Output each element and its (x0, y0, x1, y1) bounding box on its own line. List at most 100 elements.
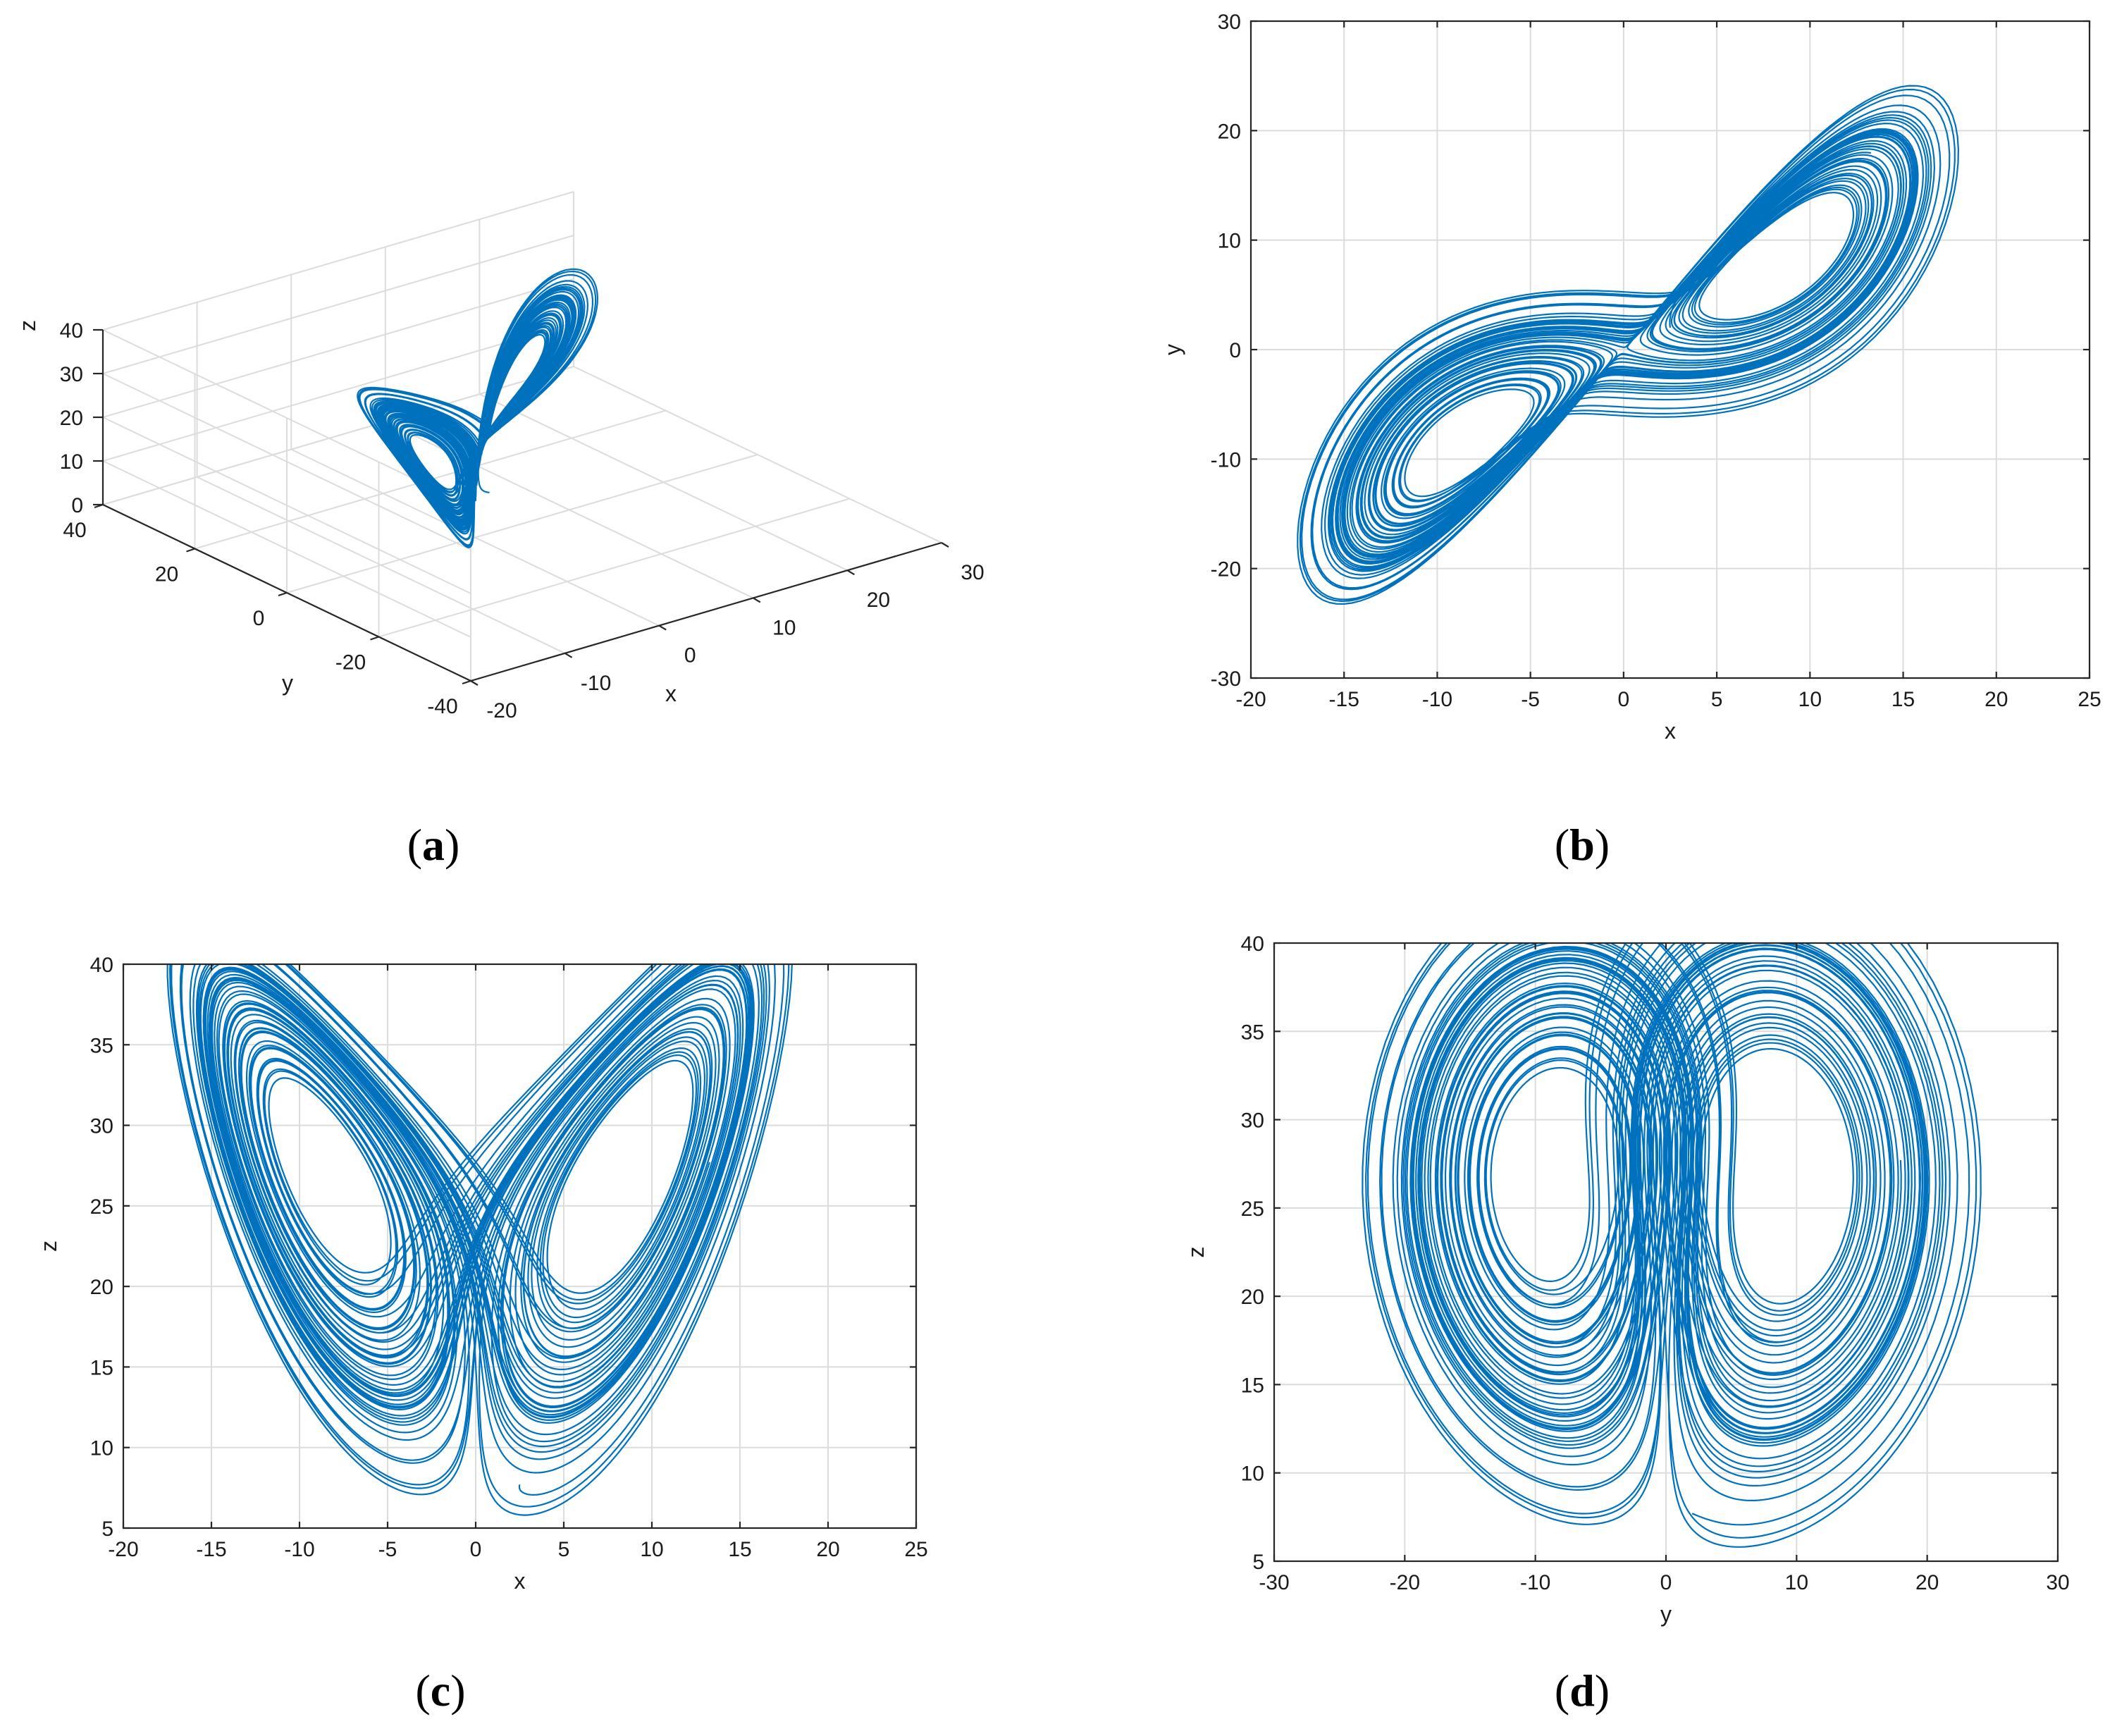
x-axis-label: y (1660, 1601, 1672, 1627)
x-tick-mark (846, 570, 855, 576)
caption-a: (a) (407, 820, 460, 870)
x-tick-label: -20 (486, 699, 517, 722)
x-tick-label: 5 (1711, 688, 1723, 711)
wall-grid-z (102, 373, 471, 550)
y-tick-mark (462, 679, 471, 685)
x-axis-label: x (514, 1568, 526, 1594)
y-tick-label: 5 (1252, 1551, 1264, 1574)
caption-b-letter: b (1569, 820, 1595, 870)
x-tick-label: 20 (867, 589, 890, 612)
y-tick-label: 30 (90, 1115, 113, 1138)
x-tick-label: 0 (684, 644, 696, 667)
x-tick-label: 15 (1891, 688, 1915, 711)
trajectory-line (166, 964, 793, 1516)
x-tick-label: 0 (1618, 688, 1630, 711)
x-tick-label: 10 (772, 616, 796, 639)
x-tick-label: 30 (961, 561, 984, 584)
x-tick-label: -10 (1520, 1571, 1550, 1594)
z-axis-label: z (15, 320, 40, 331)
y-tick-label: 25 (90, 1195, 113, 1219)
x-tick-label: -15 (196, 1538, 226, 1561)
y-tick-label: 20 (90, 1276, 113, 1299)
wall-grid-z (102, 191, 574, 331)
y-tick-label: 15 (1241, 1374, 1264, 1397)
x-tick-mark (753, 597, 761, 603)
y-tick-label: 5 (101, 1518, 113, 1541)
x-tick-label: 30 (2046, 1571, 2069, 1594)
caption-c: (c) (415, 1666, 465, 1716)
x-tick-label: -20 (1390, 1571, 1420, 1594)
y-tick-label: 10 (1218, 230, 1241, 253)
trajectory-line (1362, 943, 1982, 1548)
y-tick-label: 40 (1241, 932, 1264, 956)
y-tick-label: -10 (1211, 448, 1241, 472)
x-tick-label: 25 (904, 1538, 927, 1561)
y-tick-label: 30 (1241, 1109, 1264, 1133)
floor-grid-y (286, 454, 758, 593)
y-axis-label: z (1183, 1247, 1209, 1258)
y-tick-label: 20 (1218, 120, 1241, 143)
panel-d-yz-plot: -30 -20 -10 0 10 20 30 5 10 15 20 25 30 35 40 y z (1183, 932, 2070, 1627)
x-tick-label: 0 (470, 1538, 482, 1561)
x-tick-label: 20 (1985, 688, 2008, 711)
x-tick-label: 0 (1660, 1571, 1672, 1594)
y-tick-label: 15 (90, 1356, 113, 1379)
y-axis-label: y (1160, 344, 1185, 355)
x-tick-mark (941, 542, 949, 548)
y-tick-label: 35 (90, 1034, 113, 1057)
floor-grid-y (378, 498, 850, 638)
axes-frame (122, 963, 918, 1529)
x-tick-label: 15 (728, 1538, 751, 1561)
y-tick-label: -40 (427, 695, 457, 718)
x-tick-label: -20 (1235, 688, 1266, 711)
x-tick-label: -15 (1329, 688, 1359, 711)
wall-grid-z (102, 366, 574, 505)
y-tick-label: 40 (63, 519, 86, 542)
z-tick-label: 10 (60, 450, 83, 474)
x-axis-line (470, 541, 942, 682)
x-tick-label: 10 (1798, 688, 1822, 711)
x-tick-label: 5 (558, 1538, 570, 1561)
x-tick-label: 20 (816, 1538, 839, 1561)
wall-grid-z (102, 322, 574, 462)
wall-grid-z (102, 329, 471, 507)
panel-c-xz-plot: -20 -15 -10 -5 0 5 10 15 20 25 5 10 15 20 25 30 35 40 x z (36, 954, 928, 1594)
x-tick-label: -5 (378, 1538, 397, 1561)
y-tick-label: 20 (155, 563, 178, 586)
z-tick-label: 20 (60, 407, 83, 430)
x-tick-label: -10 (581, 672, 611, 695)
x-tick-label: -10 (284, 1538, 314, 1561)
x-tick-label: 25 (2078, 688, 2101, 711)
x-tick-mark (564, 652, 573, 658)
wall-grid-z (102, 278, 574, 418)
y-tick-label: 0 (1229, 339, 1241, 362)
y-tick-mark (278, 591, 288, 597)
z-tick-label: 30 (60, 363, 83, 386)
caption-c-letter: c (431, 1666, 450, 1716)
caption-a-letter: a (422, 820, 445, 870)
y-tick-mark (370, 636, 379, 641)
caption-d: (d) (1555, 1666, 1610, 1716)
wall-grid-z (102, 460, 471, 638)
y-axis-label: y (282, 670, 293, 696)
x-tick-mark (658, 624, 667, 631)
x-tick-label: 20 (1915, 1571, 1939, 1594)
x-tick-mark (470, 680, 479, 686)
z-tick-label: 0 (71, 494, 83, 517)
x-tick-label: -30 (1259, 1571, 1289, 1594)
caption-b: (b) (1555, 820, 1610, 870)
y-tick-label: -30 (1211, 667, 1241, 691)
x-axis-label: x (665, 681, 677, 706)
y-axis-label: z (36, 1241, 61, 1252)
x-tick-label: -20 (108, 1538, 138, 1561)
y-tick-label: 10 (90, 1437, 113, 1460)
y-tick-label: 10 (1241, 1463, 1264, 1486)
y-tick-label: 40 (90, 954, 113, 977)
y-tick-label: -20 (1211, 558, 1241, 581)
y-tick-label: 25 (1241, 1198, 1264, 1221)
x-tick-label: -10 (1422, 688, 1452, 711)
wall-grid-z (102, 417, 471, 594)
